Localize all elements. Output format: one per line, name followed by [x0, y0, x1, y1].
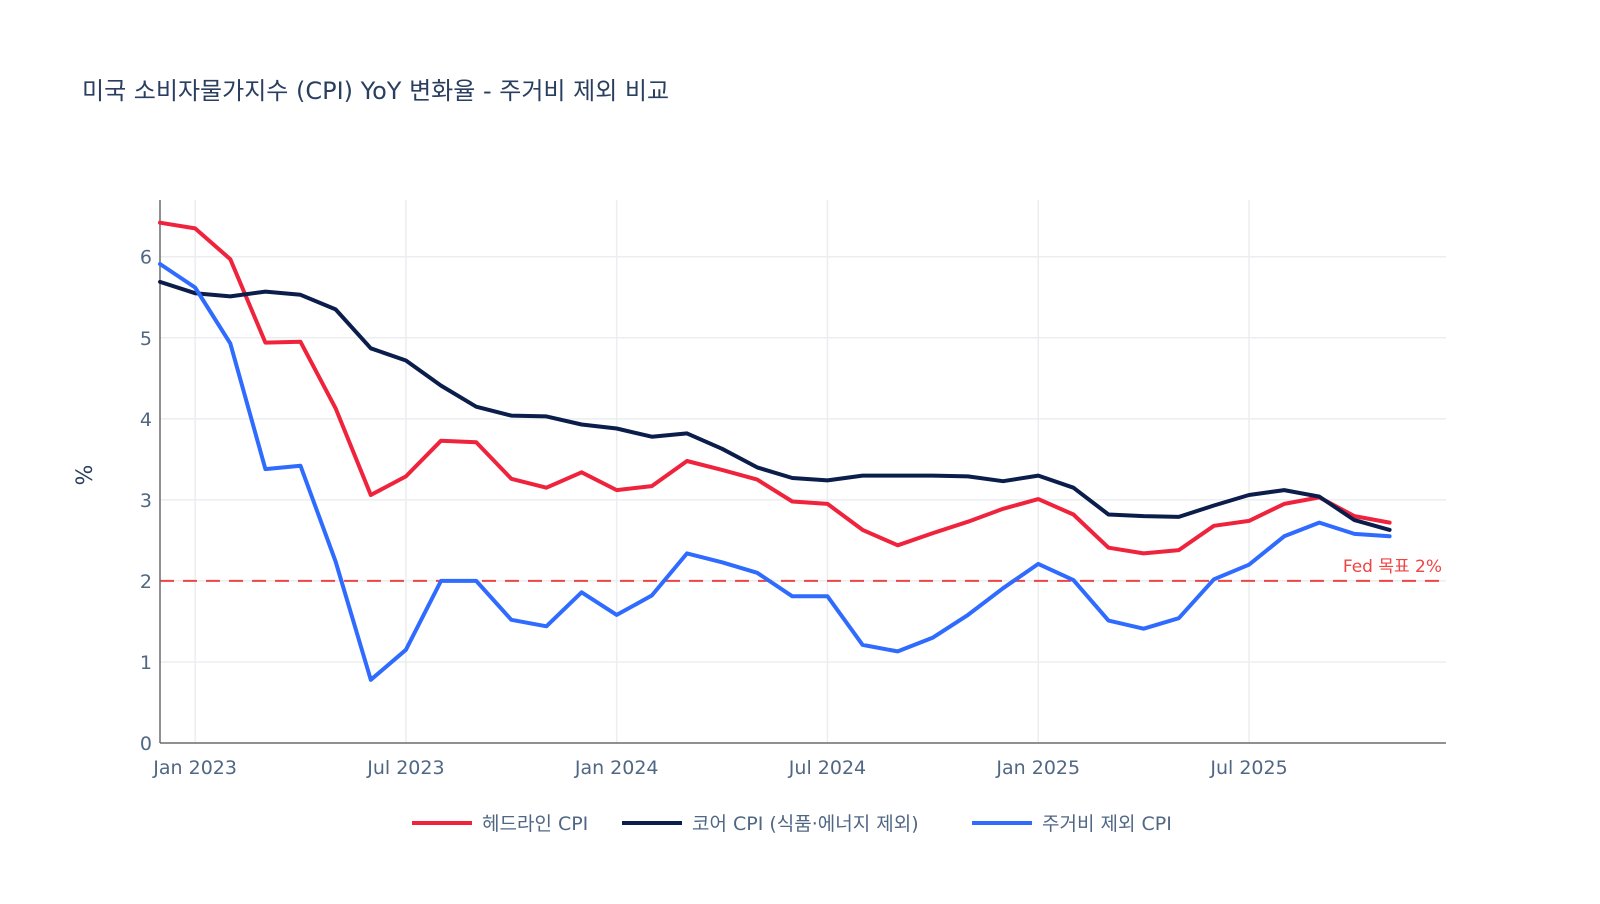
series-layer [158, 220, 1392, 682]
y-tick-label: 4 [140, 409, 152, 431]
series-line-3 [158, 262, 1392, 682]
series-line-1 [158, 220, 1392, 556]
x-tick-label: Jul 2023 [366, 757, 444, 779]
x-tick-label: Jul 2024 [788, 757, 866, 779]
chart-title: 미국 소비자물가지수 (CPI) YoY 변화율 - 주거비 제외 비교 [82, 77, 669, 105]
y-tick-label: 0 [140, 733, 152, 755]
x-tick-label: Jan 2024 [574, 757, 659, 779]
x-tick-label: Jul 2025 [1209, 757, 1287, 779]
y-axis-title: % [73, 465, 98, 486]
axis-layer [159, 200, 1446, 744]
y-tick-label: 1 [140, 652, 152, 674]
legend: 헤드라인 CPI 코어 CPI (식품·에너지 제외) 주거비 제외 CPI [412, 813, 1172, 835]
reference-line-layer: Fed 목표 2% [160, 557, 1446, 582]
tick-labels-layer: 0 1 2 3 4 5 6 Jan 2023 Jul 2023 Jan 2024 Jul 2024 J… [140, 247, 1288, 779]
y-tick-label: 2 [140, 571, 152, 593]
y-tick-label: 6 [140, 247, 152, 269]
grid-layer [160, 200, 1446, 743]
legend-label-3: 주거비 제외 CPI [1042, 813, 1172, 835]
series-line-2 [158, 279, 1392, 532]
y-tick-label: 5 [140, 328, 152, 350]
legend-label-1: 헤드라인 CPI [482, 813, 588, 835]
fed-target-label: Fed 목표 2% [1343, 557, 1442, 577]
y-tick-label: 3 [140, 490, 152, 512]
x-tick-label: Jan 2025 [995, 757, 1080, 779]
x-tick-label: Jan 2023 [152, 757, 237, 779]
legend-label-2: 코어 CPI (식품·에너지 제외) [692, 813, 919, 835]
